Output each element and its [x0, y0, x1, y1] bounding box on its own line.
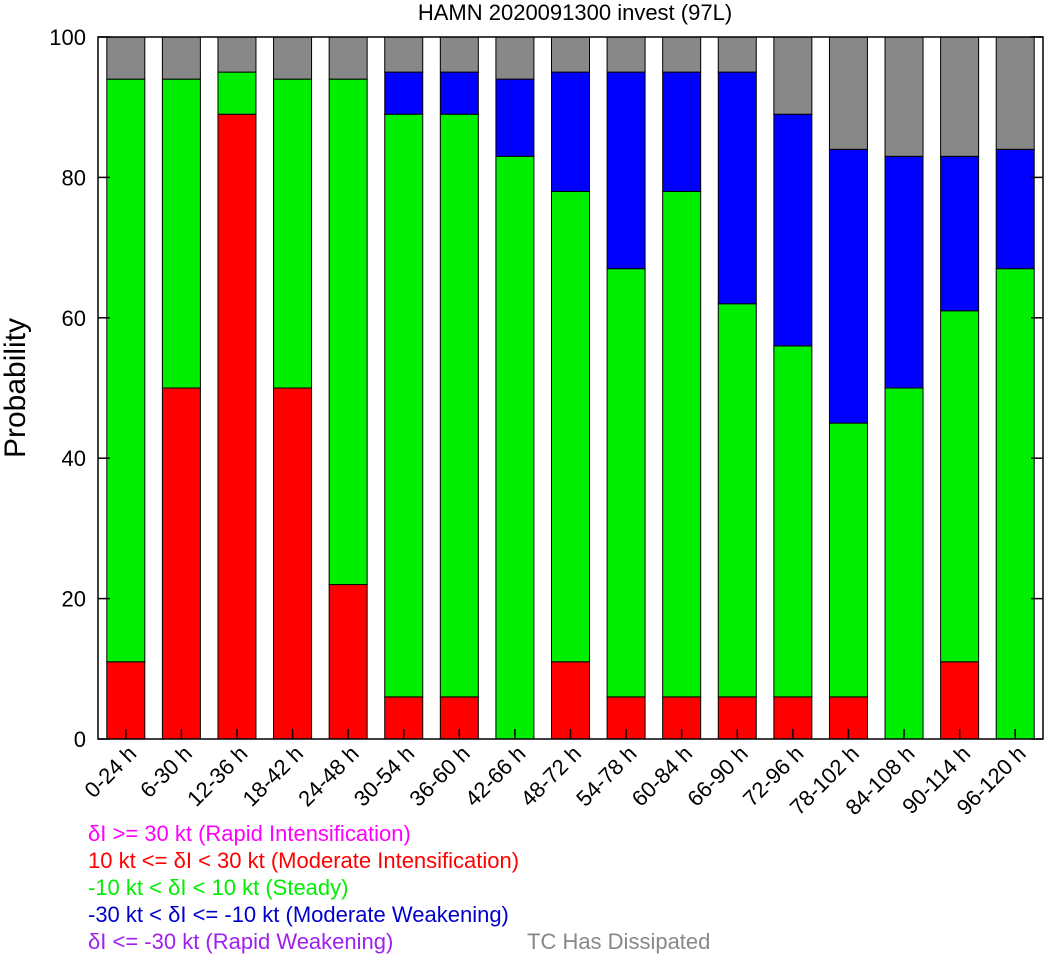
legend-entry: -30 kt < δI <= -10 kt (Moderate Weakenin… [88, 902, 509, 927]
bar-segment [717, 36, 757, 73]
bar-segment [106, 661, 146, 740]
x-tick-label: 12-36 h [182, 741, 252, 811]
y-tick-label: 80 [62, 165, 86, 190]
y-tick-label: 0 [74, 727, 86, 752]
bar-segment [828, 36, 868, 150]
bar-segment [551, 190, 590, 663]
bar-segment [161, 36, 201, 80]
bar-segment [328, 584, 368, 740]
bar-segment [940, 661, 980, 740]
legend-entry: TC Has Dissipated [527, 929, 711, 954]
bar-segment [606, 268, 646, 698]
bar-segment [662, 36, 702, 73]
bar-segment [828, 148, 868, 424]
bar-segment [384, 113, 424, 698]
bar-segment [940, 155, 980, 312]
bar-segment [773, 36, 813, 115]
x-tick-label: 48-72 h [516, 741, 586, 811]
y-tick-label: 20 [62, 587, 86, 612]
bar-segment [717, 71, 757, 305]
bar-segment [940, 36, 980, 157]
x-tick-label: 0-24 h [80, 741, 142, 803]
y-tick-label: 60 [62, 306, 86, 331]
bar-segment [495, 36, 535, 80]
legend-entry: δI >= 30 kt (Rapid Intensification) [88, 821, 411, 846]
bar-segment [940, 310, 980, 663]
bar-segment [273, 36, 313, 80]
bar-segment [551, 661, 590, 740]
bar-segment [551, 36, 590, 73]
bar-segment [606, 71, 646, 270]
bar-segment [273, 387, 313, 740]
x-tick-label: 36-60 h [404, 741, 474, 811]
y-axis-label: Probability [0, 318, 32, 458]
bar-segment [384, 71, 424, 115]
bar-segment [495, 155, 535, 740]
chart-title: HAMN 2020091300 invest (97L) [418, 0, 732, 25]
bar-segment [828, 422, 868, 698]
bar-segment [995, 36, 1035, 150]
y-tick-label: 100 [49, 25, 86, 50]
bar-segment [161, 387, 201, 740]
bar-segment [106, 78, 146, 663]
bar-segment [161, 78, 201, 389]
bar-segment [217, 71, 257, 115]
bar-segment [884, 36, 924, 157]
bar-segment [995, 268, 1035, 740]
bar-segment [106, 36, 146, 80]
bar-segment [884, 155, 924, 389]
bar-segment [439, 71, 479, 115]
bar-segment [773, 113, 813, 347]
legend-entry: δI <= -30 kt (Rapid Weakening) [88, 929, 394, 954]
bar-segment [606, 36, 646, 73]
bar-segment [995, 148, 1035, 270]
bar-segment [662, 190, 702, 698]
bar-segment [384, 36, 424, 73]
legend-entry: 10 kt <= δI < 30 kt (Moderate Intensific… [88, 848, 520, 873]
bars-group [106, 36, 1035, 740]
bar-segment [328, 36, 368, 80]
y-tick-label: 40 [62, 446, 86, 471]
x-tick-label: 42-66 h [460, 741, 530, 811]
bar-segment [551, 71, 590, 192]
bar-segment [273, 78, 313, 389]
bar-segment [439, 36, 479, 73]
x-tick-label: 24-48 h [293, 741, 363, 811]
bar-segment [495, 78, 535, 157]
x-tick-label: 18-42 h [238, 741, 308, 811]
bar-segment [662, 71, 702, 192]
bar-segment [217, 36, 257, 73]
bar-segment [884, 387, 924, 740]
bar-segment [328, 78, 368, 586]
bar-segment [717, 303, 757, 698]
x-tick-label: 60-84 h [627, 741, 697, 811]
bar-segment [439, 113, 479, 698]
bar-segment [773, 345, 813, 698]
bar-segment [217, 113, 257, 740]
x-tick-label: 66-90 h [682, 741, 752, 811]
legend-entry: -10 kt < δI < 10 kt (Steady) [88, 875, 349, 900]
x-tick-label: 54-78 h [571, 741, 641, 811]
x-tick-label: 30-54 h [349, 741, 419, 811]
